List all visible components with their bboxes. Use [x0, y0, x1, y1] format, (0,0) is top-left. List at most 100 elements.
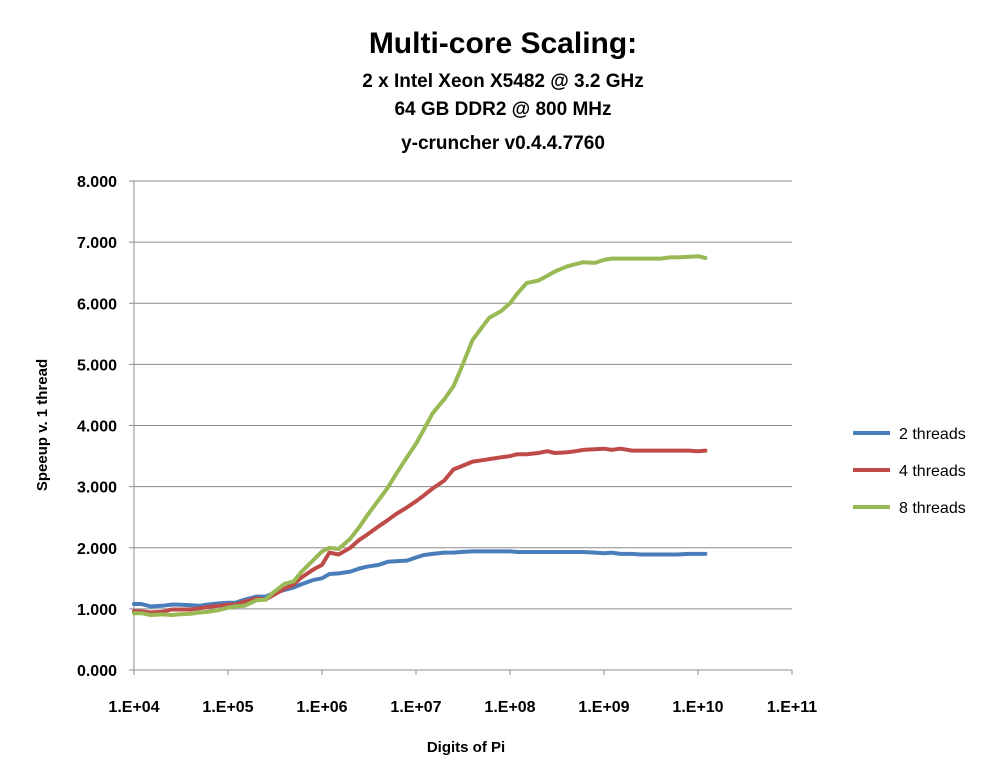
data-point [648, 258, 650, 260]
y-tick-label: 4.000 [77, 419, 117, 436]
data-point [500, 550, 502, 553]
data-point [594, 448, 596, 450]
data-point [575, 450, 577, 452]
data-point [387, 487, 389, 489]
data-point [660, 450, 662, 452]
y-axis-label: Speeup v. 1 thread [34, 359, 51, 491]
x-tick-label: 1.E+06 [296, 699, 347, 716]
data-point [676, 256, 678, 258]
y-tick-label: 3.000 [77, 480, 117, 497]
data-point [697, 450, 699, 452]
data-point [300, 577, 302, 579]
data-point [199, 611, 201, 614]
data-point [704, 257, 707, 259]
data-point [170, 604, 172, 606]
data-point [321, 550, 323, 553]
data-point [300, 571, 302, 573]
data-point [648, 553, 650, 556]
data-point [582, 551, 584, 553]
data-point [378, 564, 380, 566]
data-point [688, 553, 690, 555]
data-point [255, 599, 257, 601]
data-point [338, 572, 340, 575]
data-point [631, 553, 633, 555]
x-tick-label: 1.E+07 [390, 699, 441, 716]
series-line-8-threads [132, 254, 708, 617]
data-point [328, 547, 330, 549]
data-point [660, 553, 662, 556]
data-point [582, 449, 584, 451]
data-point [526, 282, 528, 284]
data-point [443, 479, 445, 482]
data-point [328, 573, 330, 575]
data-point [526, 453, 528, 455]
data-point [704, 450, 707, 452]
y-axis-ticks: 0.000 1.000 2.000 3.000 4.000 5.000 6.000 7.000… [77, 174, 134, 680]
data-point [575, 263, 577, 265]
data-point [312, 569, 314, 571]
data-point [603, 259, 605, 261]
data-point [566, 266, 568, 268]
data-point [206, 604, 208, 606]
data-point [472, 461, 474, 463]
data-point [704, 553, 707, 555]
x-tick-label: 1.E+04 [108, 699, 159, 716]
data-point [199, 607, 201, 609]
data-point [472, 550, 474, 553]
data-point [460, 368, 462, 370]
legend-label: 2 threads [899, 426, 966, 443]
data-point [422, 429, 424, 431]
legend-item: 8 threads [853, 500, 966, 517]
data-point [640, 450, 643, 452]
data-point [394, 475, 396, 477]
data-point [688, 450, 690, 452]
chart-subtitle-line-3: y-cruncher v0.4.4.7760 [401, 133, 605, 154]
data-point [620, 553, 622, 555]
data-point [178, 604, 180, 606]
data-point [150, 611, 152, 614]
data-point [358, 567, 360, 570]
data-point [452, 468, 454, 471]
y-tick-label: 8.000 [77, 174, 117, 191]
data-point [150, 614, 152, 616]
data-point [610, 258, 613, 260]
data-point [452, 385, 454, 387]
data-point [218, 605, 220, 607]
data-point [140, 603, 142, 605]
data-point [432, 412, 434, 414]
data-point [488, 550, 490, 553]
x-axis-label: Digits of Pi [427, 739, 505, 756]
data-point [610, 552, 613, 554]
data-point [218, 609, 220, 611]
data-point [387, 561, 389, 563]
data-point [481, 459, 483, 461]
data-point [526, 551, 528, 553]
data-point [676, 553, 678, 556]
data-point [648, 450, 650, 452]
data-point [566, 551, 568, 553]
y-tick-label: 1.000 [77, 602, 117, 619]
data-point [206, 606, 208, 608]
data-point [293, 580, 295, 583]
data-point [660, 258, 662, 260]
data-point [190, 604, 192, 606]
gridlines [134, 180, 792, 610]
chart-title: Multi-core Scaling: [369, 27, 637, 60]
data-point [366, 534, 368, 536]
data-point [140, 612, 142, 614]
data-point [582, 261, 584, 263]
y-tick-label: 2.000 [77, 541, 117, 558]
series-points-8-threads [133, 255, 707, 616]
data-point [537, 452, 539, 454]
data-point [669, 553, 671, 556]
data-point [481, 327, 483, 329]
data-point [244, 600, 246, 603]
data-point [620, 448, 622, 450]
data-point [264, 599, 266, 601]
y-tick-label: 7.000 [77, 235, 117, 252]
data-point [509, 455, 511, 457]
data-point [338, 553, 340, 556]
data-point [688, 256, 690, 258]
data-point [500, 456, 502, 458]
x-tick-label: 1.E+10 [672, 699, 723, 716]
